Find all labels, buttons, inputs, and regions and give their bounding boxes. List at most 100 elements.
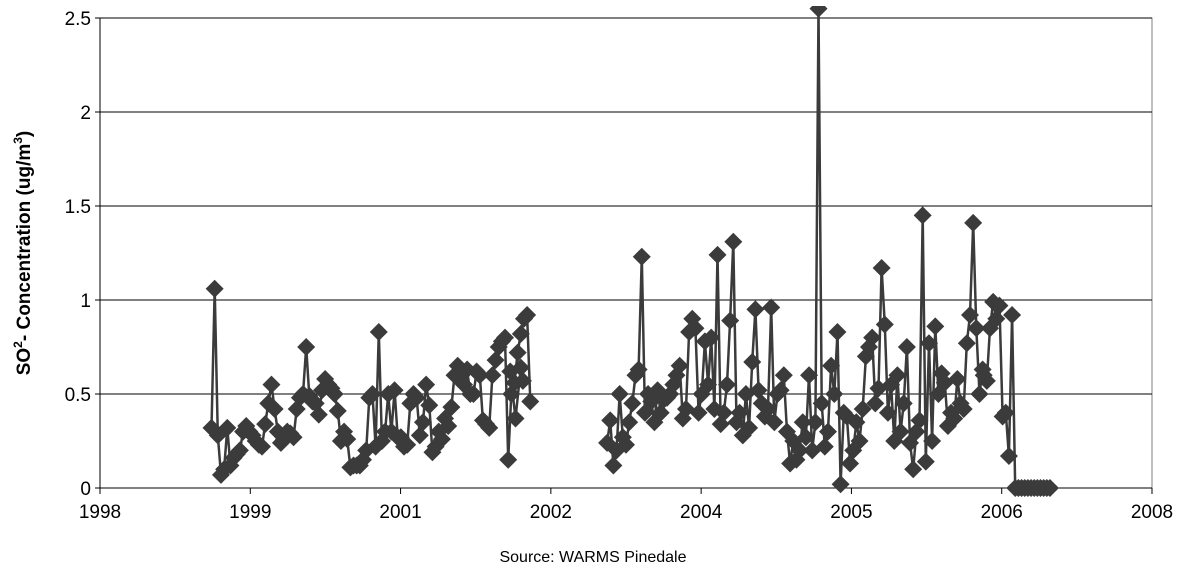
data-point <box>749 381 768 400</box>
data-point <box>831 475 850 494</box>
data-point <box>717 375 736 394</box>
data-point <box>910 411 929 430</box>
series-so2-concentration <box>202 6 1059 497</box>
data-point <box>309 405 328 424</box>
data-point <box>913 206 932 225</box>
data-point <box>699 375 718 394</box>
data-point <box>501 362 520 381</box>
data-point <box>369 322 388 341</box>
source-caption: Source: WARMS Pinedale <box>499 549 687 566</box>
data-point <box>610 385 629 403</box>
data-point <box>513 371 532 390</box>
data-point <box>990 296 1009 315</box>
data-point <box>496 328 515 347</box>
data-point <box>724 232 743 251</box>
data-point <box>999 447 1018 466</box>
x-tick-label: 1998 <box>79 502 121 523</box>
data-point <box>470 366 489 385</box>
data-point <box>759 400 778 419</box>
data-point <box>230 441 249 460</box>
data-point <box>442 398 461 417</box>
data-point <box>483 366 502 385</box>
data-point <box>970 385 989 403</box>
data-point <box>765 413 784 432</box>
data-point <box>407 388 426 407</box>
data-point <box>812 394 831 413</box>
y-tick-label: 0.5 <box>65 385 91 406</box>
data-point <box>878 403 897 422</box>
data-point <box>284 428 303 447</box>
data-point <box>1040 479 1059 497</box>
data-point <box>511 358 530 377</box>
data-point <box>818 422 837 441</box>
data-point <box>926 317 945 336</box>
data-point <box>385 381 404 400</box>
data-point <box>508 343 527 362</box>
data-point <box>205 279 224 298</box>
data-point <box>413 413 432 432</box>
data-point <box>708 245 727 264</box>
data-point <box>762 298 781 317</box>
data-point <box>410 426 429 445</box>
data-point <box>809 6 828 18</box>
data-point <box>790 441 809 460</box>
data-point <box>904 460 923 479</box>
data-point <box>796 428 815 447</box>
data-point <box>511 324 530 343</box>
data-point <box>888 366 907 385</box>
y-tick-label: 1 <box>80 291 91 312</box>
data-point <box>945 409 964 428</box>
data-point <box>420 396 439 415</box>
data-point <box>617 435 635 454</box>
data-point <box>977 371 996 390</box>
data-point <box>891 422 910 441</box>
data-point <box>964 213 983 232</box>
data-point <box>297 338 316 356</box>
y-axis-label: SO2- Concentration (ug/m3) <box>11 131 35 376</box>
data-point <box>954 400 973 419</box>
x-tick-label: 2001 <box>379 502 421 523</box>
x-axis: 1998 1999 2001 2002 2004 2005 2006 2008 <box>79 487 1173 523</box>
y-tick-label: 2.5 <box>65 9 91 30</box>
data-point <box>961 306 980 325</box>
data-point <box>486 351 505 370</box>
data-point <box>499 450 518 469</box>
x-tick-label: 2006 <box>981 502 1023 523</box>
data-point <box>800 366 819 385</box>
data-point <box>632 247 651 266</box>
data-point <box>256 415 275 434</box>
y-tick-label: 1.5 <box>65 197 91 218</box>
data-point <box>948 369 967 388</box>
data-point <box>850 432 869 450</box>
data-point <box>822 356 841 375</box>
data-point <box>521 392 540 411</box>
data-point <box>916 452 935 471</box>
data-point <box>875 315 894 334</box>
data-point <box>506 409 525 428</box>
data-point <box>265 400 284 419</box>
data-point <box>847 413 866 432</box>
y-tick-label: 0 <box>80 479 91 500</box>
data-point <box>689 403 708 422</box>
data-point <box>702 328 721 347</box>
data-point <box>872 259 891 278</box>
data-point <box>714 403 733 422</box>
data-point <box>866 394 885 413</box>
data-point <box>863 328 882 347</box>
data-point <box>417 375 436 394</box>
data-point <box>1003 306 1022 325</box>
data-point <box>771 381 790 400</box>
data-point <box>439 416 458 435</box>
x-tick-label: 2008 <box>1131 502 1173 523</box>
data-point <box>957 334 976 353</box>
data-point <box>923 432 942 450</box>
data-point <box>338 430 357 449</box>
data-point <box>774 366 793 385</box>
data-point <box>841 454 860 473</box>
data-point <box>746 300 765 319</box>
data-point <box>740 418 759 437</box>
data-point <box>730 403 749 422</box>
x-tick-label: 2002 <box>530 502 572 523</box>
data-point <box>686 319 705 338</box>
